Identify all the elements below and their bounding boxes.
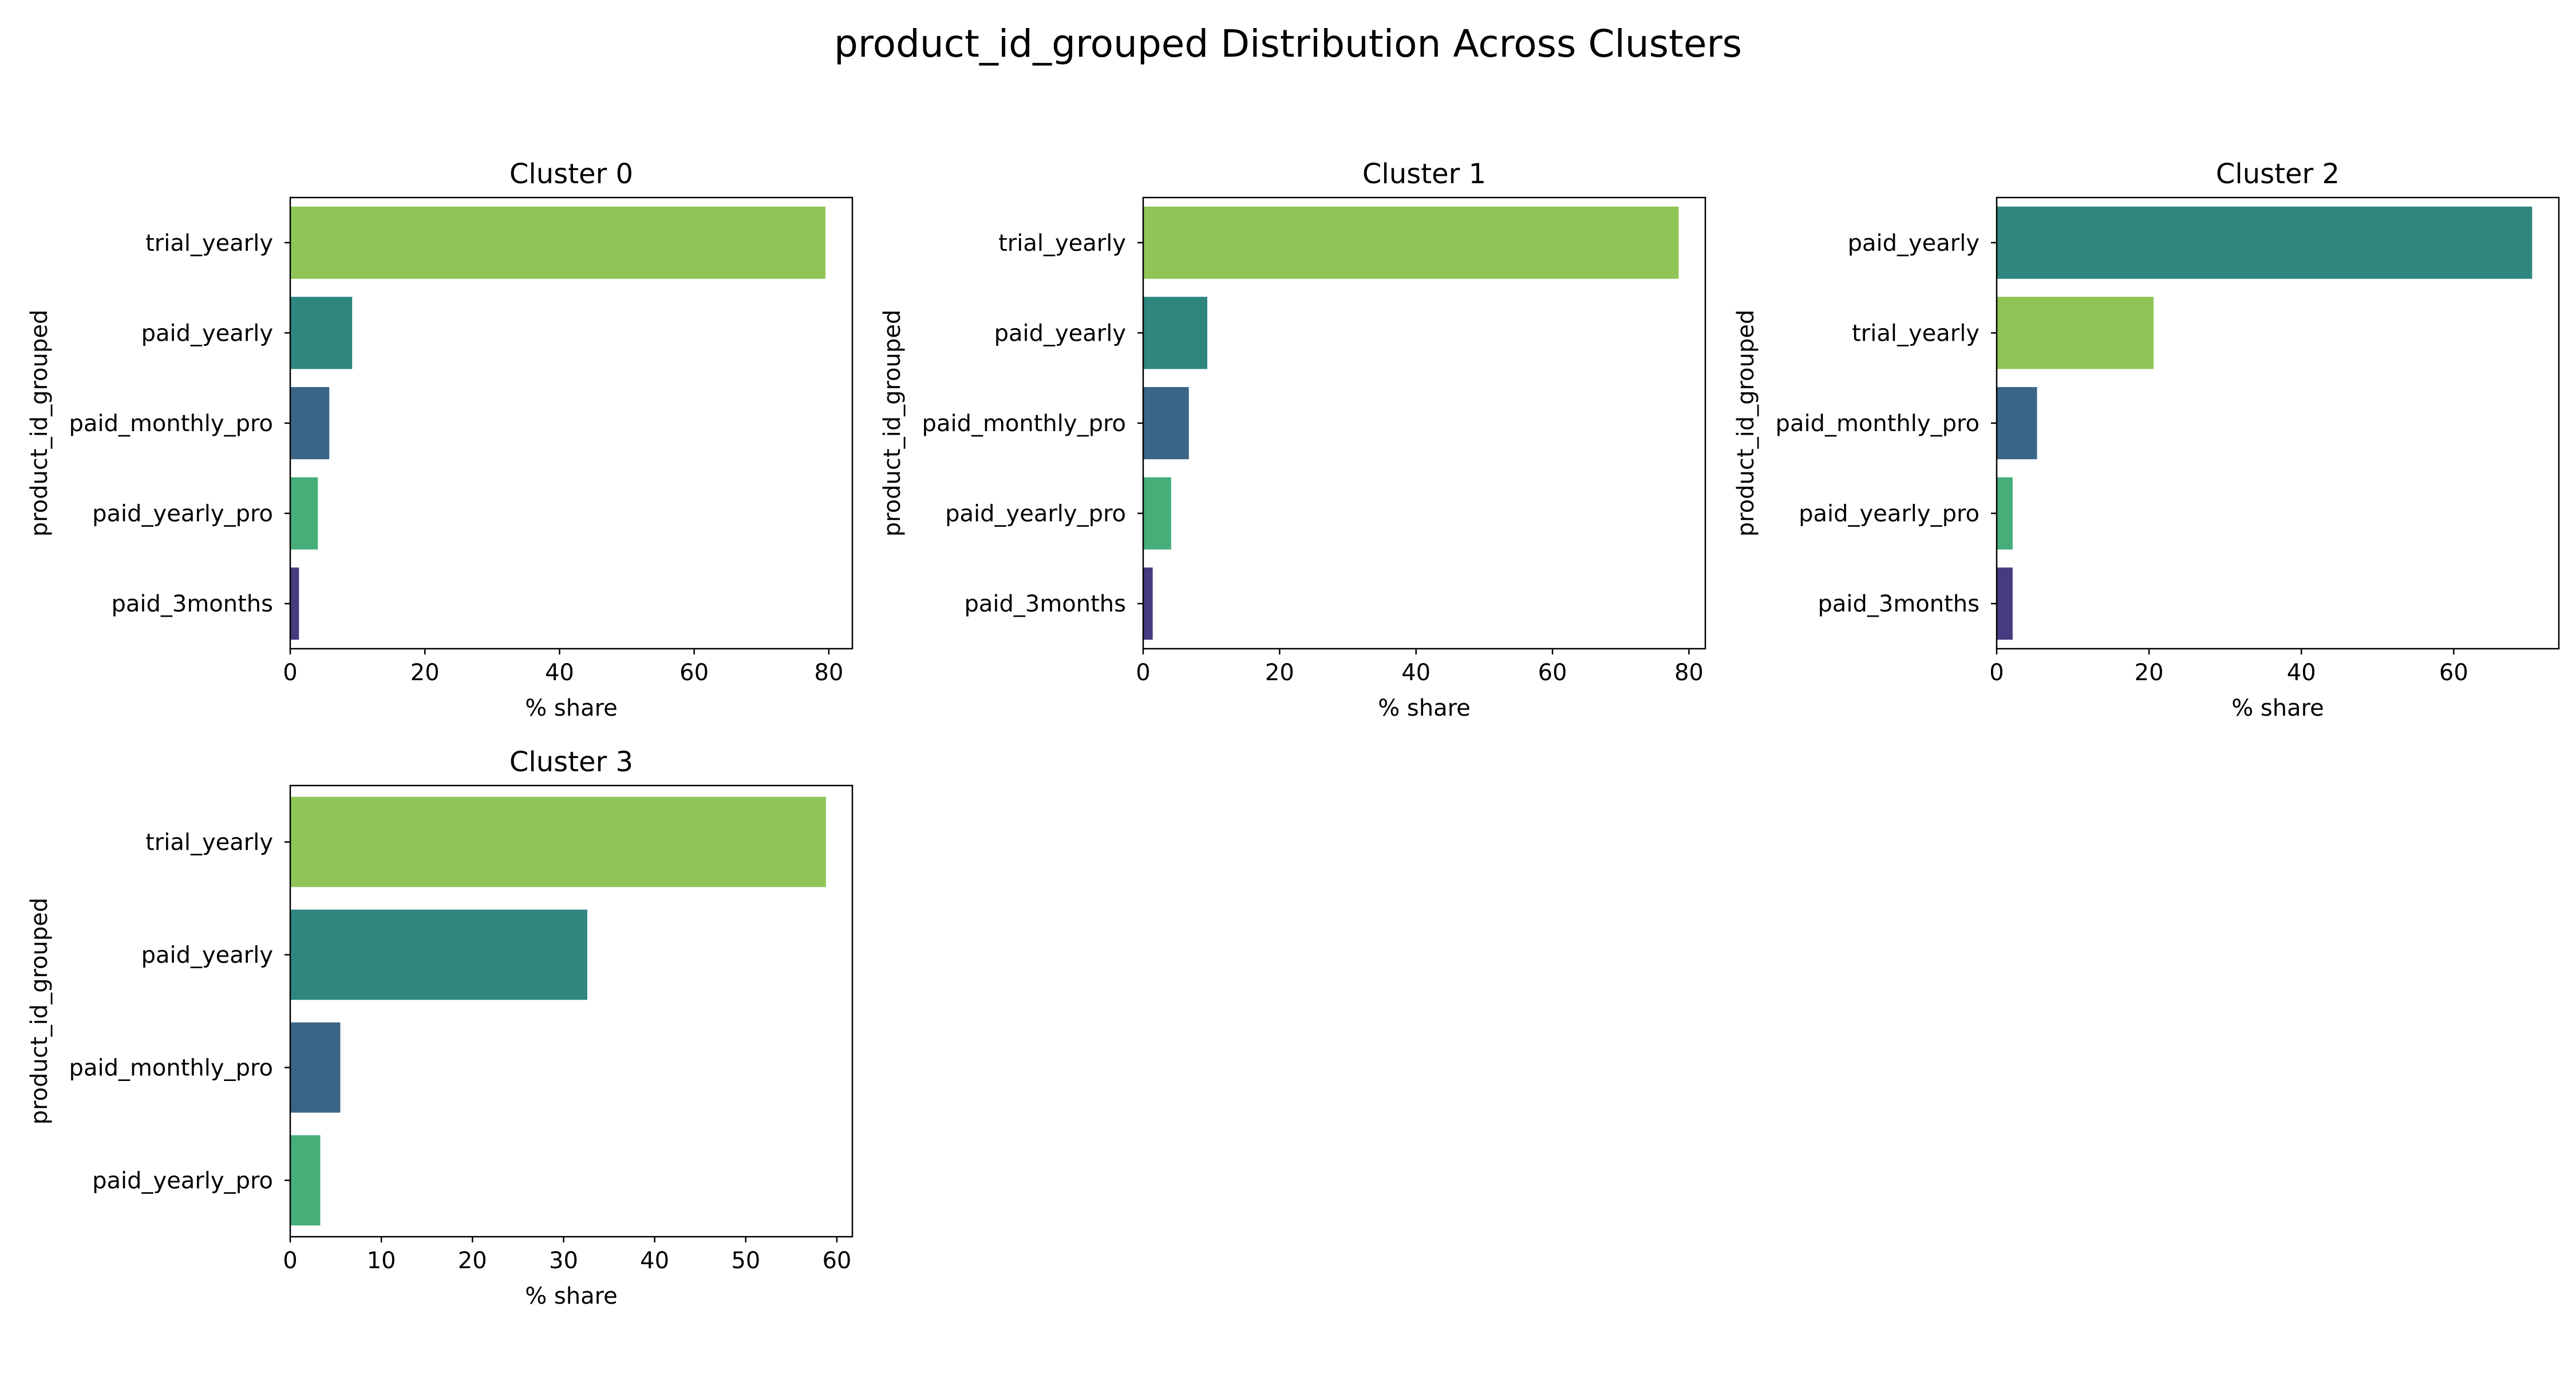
y-tick-label: paid_yearly_pro [945,501,1126,527]
x-tick-label: 0 [1136,660,1150,686]
bar-paid_3months [1143,567,1153,640]
x-tick-label: 10 [367,1248,396,1274]
y-tick-label: trial_yearly [145,230,273,257]
y-tick-label: trial_yearly [1852,320,1980,346]
x-tick-label: 0 [283,1248,297,1274]
panel-title: Cluster 1 [1362,158,1486,190]
x-tick-label: 20 [410,660,440,686]
bar-paid_yearly_pro [290,1135,321,1226]
y-tick-label: paid_yearly [1848,230,1980,257]
y-axis-label: product_id_grouped [26,898,53,1125]
x-axis-label: % share [2231,695,2324,721]
x-tick-label: 30 [549,1248,578,1274]
x-axis-label: % share [525,695,618,721]
bar-paid_monthly_pro [290,387,330,460]
panel-title: Cluster 0 [509,158,633,190]
y-tick-label: paid_monthly_pro [922,411,1126,437]
panel-title: Cluster 3 [509,746,633,778]
cluster-panel-1: trial_yearlypaid_yearlypaid_monthly_prop… [879,158,1706,721]
bar-paid_yearly_pro [1143,477,1171,550]
y-tick-label: paid_yearly [994,320,1126,346]
bar-paid_yearly_pro [1997,477,2013,550]
y-tick-label: paid_3months [1818,591,1980,617]
x-tick-label: 20 [2135,660,2164,686]
bar-paid_monthly_pro [1997,387,2037,460]
x-tick-label: 40 [640,1248,669,1274]
panel-title: Cluster 2 [2216,158,2340,190]
y-axis-label: product_id_grouped [879,310,906,537]
bar-paid_yearly [1997,206,2532,279]
x-tick-label: 20 [458,1248,487,1274]
bar-paid_yearly [290,297,353,369]
y-tick-label: paid_3months [964,591,1126,617]
x-tick-label: 60 [1538,660,1567,686]
bar-trial_yearly [1143,206,1679,279]
bar-paid_3months [1997,567,2013,640]
bar-trial_yearly [290,206,825,279]
bar-trial_yearly [1997,297,2154,369]
bar-paid_yearly [1143,297,1207,369]
bar-paid_monthly_pro [290,1022,341,1113]
x-tick-label: 40 [1401,660,1431,686]
bar-paid_yearly_pro [290,477,318,550]
x-tick-label: 50 [731,1248,760,1274]
y-tick-label: trial_yearly [145,830,273,856]
y-tick-label: paid_3months [111,591,273,617]
bar-paid_yearly [290,909,587,1000]
x-tick-label: 0 [1989,660,2004,686]
figure-title: product_id_grouped Distribution Across C… [834,22,1742,66]
x-axis-label: % share [525,1283,618,1309]
y-axis-label: product_id_grouped [26,310,53,537]
y-tick-label: paid_yearly [141,320,273,346]
x-tick-label: 60 [2439,660,2468,686]
y-tick-label: paid_yearly_pro [92,1168,273,1194]
x-tick-label: 80 [1674,660,1704,686]
x-tick-label: 40 [545,660,574,686]
bar-trial_yearly [290,796,826,887]
bar-paid_3months [290,567,299,640]
x-tick-label: 60 [679,660,709,686]
x-tick-label: 20 [1265,660,1294,686]
cluster-panel-0: trial_yearlypaid_yearlypaid_monthly_prop… [26,158,854,721]
cluster-panel-2: paid_yearlytrial_yearlypaid_monthly_prop… [1733,158,2560,721]
y-tick-label: paid_yearly_pro [1799,501,1980,527]
y-tick-label: trial_yearly [998,230,1126,257]
cluster-panel-3: trial_yearlypaid_yearlypaid_monthly_prop… [26,746,854,1309]
x-tick-label: 0 [283,660,297,686]
y-tick-label: paid_yearly_pro [92,501,273,527]
y-tick-label: paid_yearly [141,942,273,969]
y-tick-label: paid_monthly_pro [69,1055,273,1082]
x-tick-label: 80 [814,660,843,686]
y-axis-label: product_id_grouped [1733,310,1759,537]
axes-frame [289,784,854,1238]
y-tick-label: paid_monthly_pro [1776,411,1980,437]
x-tick-label: 60 [822,1248,851,1274]
bar-paid_monthly_pro [1143,387,1189,460]
x-tick-label: 40 [2287,660,2316,686]
y-tick-label: paid_monthly_pro [69,411,273,437]
x-axis-label: % share [1378,695,1471,721]
